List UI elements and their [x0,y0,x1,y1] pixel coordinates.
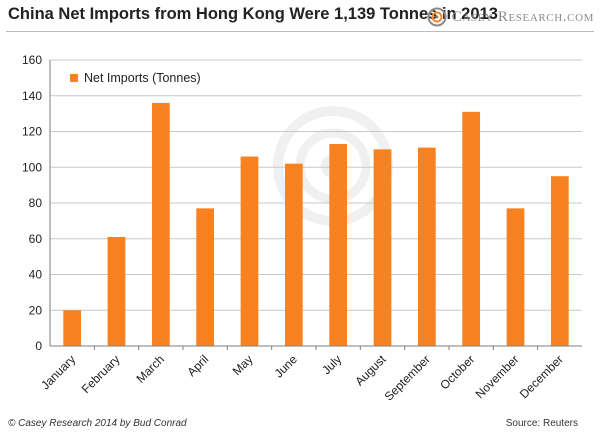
bar [373,149,392,346]
x-tick-label: February [79,352,123,396]
casey-research-logo-icon [427,7,447,27]
y-tick-label: 100 [22,160,42,174]
y-tick-label: 60 [29,232,43,246]
y-tick-label: 40 [29,268,43,282]
chart-title: China Net Imports from Hong Kong Were 1,… [8,5,498,23]
bar [550,176,569,346]
x-tick-label: June [272,352,301,381]
x-tick-label: December [517,352,566,401]
y-tick-label: 20 [29,303,43,317]
bar [417,147,436,346]
bar [196,208,215,346]
brand-name: Casey Research.com [451,8,594,25]
legend-swatch [70,74,78,82]
x-tick-label: October [437,352,477,392]
brand-logo: Casey Research.com [427,6,594,28]
y-tick-label: 0 [35,339,42,353]
y-tick-label: 160 [22,53,42,67]
copyright-note: © Casey Research 2014 by Bud Conrad [8,418,187,429]
x-tick-label: July [319,352,344,377]
x-tick-label: September [382,352,433,403]
bar [284,163,303,346]
y-tick-label: 80 [29,196,43,210]
y-tick-label: 140 [22,89,42,103]
x-tick-label: August [352,352,389,389]
bar [506,208,525,346]
source-note: Source: Reuters [505,418,578,429]
x-tick-label: March [133,352,166,385]
bar [151,102,170,347]
header-divider [6,31,594,32]
x-tick-label: May [230,352,256,378]
y-tick-label: 120 [22,125,42,139]
bar [329,144,348,346]
bar [107,236,126,346]
bar [462,111,481,347]
x-tick-label: November [473,352,522,401]
x-tick-label: January [38,352,78,392]
legend-label: Net Imports (Tonnes) [84,71,201,85]
bar [240,156,259,346]
bar [63,310,82,346]
x-tick-label: April [184,352,211,379]
